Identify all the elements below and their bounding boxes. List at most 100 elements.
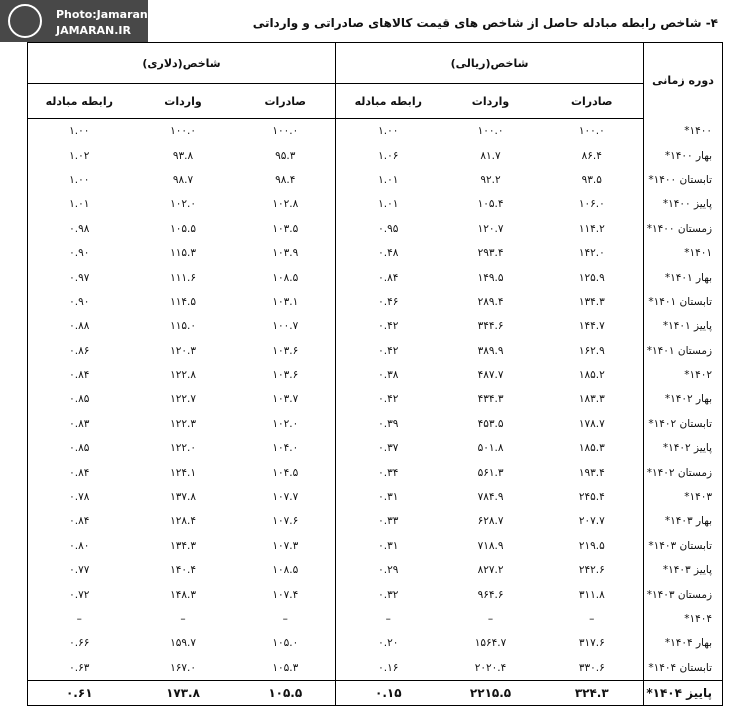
- value-cell: –: [487, 613, 494, 625]
- group-header: شاخص(ریالی): [335, 42, 644, 84]
- logo: [8, 4, 42, 38]
- table-row: زمستان ۱۴۰۳* ۳۱۱.۸ ۹۶۴.۶ ۰.۳۲ ۱۰۷.۴ ۱۴۸.۳ ۰.۷۲: [28, 582, 723, 607]
- value-cell: ۰.۷۲: [69, 588, 90, 601]
- table-row: ۱۴۰۴* – – – – – –: [28, 606, 723, 632]
- group-header: شاخص(دلاری): [27, 42, 336, 84]
- value-cell: ۱۰۵.۴: [477, 198, 504, 211]
- value-cell: ۱۰۷.۴: [272, 588, 299, 601]
- value-cell: ۱۱۴.۲: [578, 222, 605, 235]
- value-cell: ۹۳.۸: [172, 149, 194, 162]
- table-row: زمستان ۱۴۰۲* ۱۹۳.۴ ۵۶۱.۳ ۰.۳۴ ۱۰۴.۵ ۱۲۴.۱ ۰.۸۴: [28, 460, 723, 485]
- period-cell: زمستان ۱۴۰۲*: [643, 460, 723, 485]
- table-row: ۱۴۰۳* ۲۴۵.۴ ۷۸۴.۹ ۰.۳۱ ۱۰۷.۷ ۱۳۷.۸ ۰.۷۸: [28, 484, 723, 510]
- value-cell: ۶۲۸.۷: [477, 515, 504, 528]
- value-cell: ۰.۹۷: [69, 271, 90, 284]
- value-cell: ۱۵۶۴.۷: [474, 637, 507, 650]
- value-cell: ۰.۲۹: [335, 558, 441, 583]
- value-cell: ۱۰۳.۶: [272, 369, 299, 382]
- value-cell: ۰.۳۲: [335, 582, 441, 607]
- value-cell: ۵۶۱.۳: [477, 466, 504, 479]
- value-cell: ۹۸.۷: [172, 173, 194, 186]
- period-cell: ۱۴۰۴*: [643, 606, 723, 632]
- column-header: واردات: [440, 83, 541, 119]
- value-cell: ۱۸۵.۲: [578, 369, 605, 382]
- value-cell: ۱۰۵.۰: [272, 637, 299, 650]
- table-row: زمستان ۱۴۰۰* ۱۱۴.۲ ۱۲۰.۷ ۰.۹۵ ۱۰۳.۵ ۱۰۵.۵ ۰.۹۸: [28, 216, 723, 241]
- value-cell: ۱۰۳.۶: [272, 344, 299, 357]
- value-cell: ۱۲۲.۷: [170, 393, 196, 406]
- table-row: بهار ۱۴۰۴* ۳۱۷.۶ ۱۵۶۴.۷ ۰.۲۰ ۱۰۵.۰ ۱۵۹.۷ ۰.۶۶: [28, 631, 723, 656]
- value-cell: ۱.۰۱: [335, 192, 441, 217]
- value-cell: ۸۶.۴: [581, 149, 602, 162]
- value-cell: ۱۰۰.۷: [272, 320, 299, 333]
- value-cell: ۱.۰۱: [69, 198, 90, 211]
- value-cell: ۰.۶۳: [69, 661, 90, 674]
- value-cell: ۰.۸۴: [335, 265, 441, 290]
- value-cell: ۰.۳۷: [335, 436, 441, 461]
- value-cell: ۰.۷۷: [69, 564, 90, 577]
- value-cell: ۱۴۹.۵: [477, 271, 504, 284]
- table-row: تابستان ۱۴۰۲* ۱۷۸.۷ ۴۵۳.۵ ۰.۳۹ ۱۰۲.۰ ۱۲۲.۳ ۰.۸…: [28, 411, 723, 437]
- value-cell: ۳۲۴.۳: [540, 679, 644, 706]
- period-cell: زمستان ۱۴۰۱*: [643, 338, 723, 363]
- value-cell: ۱۰۸.۵: [272, 271, 299, 284]
- value-cell: ۵۰۱.۸: [477, 442, 504, 455]
- value-cell: ۱.۰۲: [69, 149, 90, 162]
- column-header: صادرات: [235, 83, 336, 119]
- value-cell: ۴۸۷.۷: [477, 369, 504, 382]
- table-row: ۱۴۰۲* ۱۸۵.۲ ۴۸۷.۷ ۰.۳۸ ۱۰۳.۶ ۱۲۲.۸ ۰.۸۴: [28, 362, 723, 388]
- table-row: بهار ۱۴۰۳* ۲۰۷.۷ ۶۲۸.۷ ۰.۳۳ ۱۰۷.۶ ۱۲۸.۴ ۰.۸۴: [28, 509, 723, 534]
- period-cell: پاییز ۱۴۰۳*: [643, 558, 723, 583]
- table-row: پاییز ۱۴۰۲* ۱۸۵.۳ ۵۰۱.۸ ۰.۳۷ ۱۰۴.۰ ۱۲۲.۰ ۰.۸۵: [28, 436, 723, 461]
- value-cell: ۱۳۴.۳: [170, 539, 196, 552]
- value-cell: ۴۵۳.۵: [477, 417, 504, 430]
- value-cell: ۱۰۰.۰: [272, 125, 299, 138]
- value-cell: ۱۸۳.۳: [578, 393, 605, 406]
- value-cell: ۱۰۴.۰: [272, 442, 299, 455]
- value-cell: ۲۰۲۰.۴: [474, 661, 507, 674]
- value-cell: ۱۰۵.۵: [235, 679, 336, 706]
- value-cell: ۳۱۱.۸: [578, 588, 605, 601]
- site: JAMARAN.IR: [56, 24, 131, 37]
- period-cell: بهار ۱۴۰۲*: [643, 387, 723, 412]
- value-cell: ۱۰۵.۳: [272, 661, 299, 674]
- value-cell: ۱۰۴.۵: [272, 466, 299, 479]
- value-cell: ۰.۸۸: [69, 320, 90, 333]
- table-row: تابستان ۱۴۰۰* ۹۳.۵ ۹۲.۲ ۱.۰۱ ۹۸.۴ ۹۸.۷ ۱.۰۰: [28, 167, 723, 193]
- value-cell: ۹۵.۳: [275, 149, 296, 162]
- value-cell: ۱۰۳.۵: [272, 222, 299, 235]
- value-cell: ۰.۱۶: [335, 655, 441, 681]
- value-cell: ۰.۳۸: [335, 362, 441, 388]
- column-header: واردات: [130, 83, 236, 119]
- watermark: Photo:Jamaran JAMARAN.IR: [0, 0, 148, 42]
- table-row: ۱۴۰۰* ۱۰۰.۰ ۱۰۰.۰ ۱.۰۰ ۱۰۰.۰ ۱۰۰.۰ ۱.۰۰: [28, 118, 723, 144]
- value-cell: ۱۶۷.۰: [170, 661, 196, 674]
- table-row: بهار ۱۴۰۲* ۱۸۳.۳ ۴۳۴.۳ ۰.۴۲ ۱۰۳.۷ ۱۲۲.۷ ۰.۸۵: [28, 387, 723, 412]
- value-cell: ۳۱۷.۶: [578, 637, 605, 650]
- value-cell: ۰.۸۶: [69, 344, 90, 357]
- value-cell: ۱۴۴.۷: [578, 320, 605, 333]
- value-cell: ۰.۶۶: [69, 637, 90, 650]
- value-cell: ۱۰۳.۹: [272, 247, 299, 260]
- value-cell: ۱۰۷.۳: [272, 539, 299, 552]
- table-row: پاییز ۱۴۰۱* ۱۴۴.۷ ۳۴۴.۶ ۰.۴۲ ۱۰۰.۷ ۱۱۵.۰ ۰.۸۸: [28, 314, 723, 339]
- value-cell: ۱۲۲.۳: [170, 417, 196, 430]
- value-cell: ۹۲.۲: [480, 173, 501, 186]
- period-cell: ۱۴۰۰*: [643, 118, 723, 144]
- credit: Photo:Jamaran: [56, 8, 148, 21]
- value-cell: ۰.۸۴: [69, 369, 90, 382]
- value-cell: ۷۱۸.۹: [477, 539, 504, 552]
- value-cell: ۱۰۵.۵: [170, 222, 196, 235]
- value-cell: ۰.۸۵: [69, 442, 90, 455]
- value-cell: ۰.۳۱: [335, 533, 441, 559]
- value-cell: ۱۷۳.۸: [130, 679, 236, 706]
- table: دوره زمانی شاخص(ریالی) شاخص(دلاری) صادرات و…: [27, 42, 724, 707]
- value-cell: ۹۶۴.۶: [477, 588, 504, 601]
- value-cell: ۱۳۴.۳: [578, 295, 605, 308]
- period-cell: بهار ۱۴۰۳*: [643, 509, 723, 534]
- value-cell: ۱۲۲.۰: [170, 442, 196, 455]
- value-cell: ۰.۷۸: [69, 491, 90, 504]
- value-cell: –: [76, 613, 82, 625]
- value-cell: ۱.۰۶: [335, 143, 441, 168]
- value-cell: ۲۹۳.۴: [477, 247, 504, 260]
